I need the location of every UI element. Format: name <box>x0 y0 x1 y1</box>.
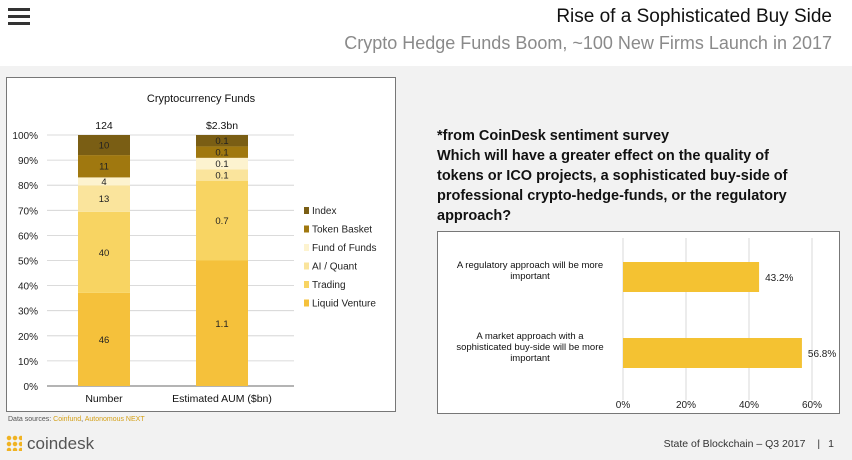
page-title: Rise of a Sophisticated Buy Side <box>556 6 832 27</box>
y-tick-label: 40% <box>18 282 38 293</box>
x-category-label: Estimated AUM ($bn) <box>172 393 272 405</box>
chart-title: Cryptocurrency Funds <box>147 93 256 105</box>
y-tick-label: 60% <box>18 231 38 242</box>
bar-data-label: 0.1 <box>215 159 228 170</box>
bar-segment <box>78 211 130 293</box>
legend-swatch <box>304 262 309 270</box>
survey-question: *from CoinDesk sentiment survey Which wi… <box>437 126 842 226</box>
bar-data-label: 10 <box>99 141 110 152</box>
survey-category-line: A regulatory approach will be more <box>457 260 603 271</box>
page-subtitle: Crypto Hedge Funds Boom, ~100 New Firms … <box>344 33 832 53</box>
source-link-coinfund[interactable]: Coinfund <box>53 416 82 423</box>
survey-bar <box>623 338 802 368</box>
survey-bar <box>623 262 760 292</box>
bar-data-label: 40 <box>99 248 110 259</box>
bar-segment <box>196 135 248 147</box>
bar-segment <box>196 146 248 158</box>
bar-data-label: 46 <box>99 335 110 346</box>
legend-label: AI / Quant <box>312 262 357 273</box>
source-link-autonomous-next[interactable]: Autonomous NEXT <box>84 416 145 423</box>
menu-icon[interactable] <box>8 8 30 26</box>
bar-segment <box>78 135 130 156</box>
survey-value-label: 43.2% <box>765 273 793 284</box>
survey-category-label: A regulatory approach will be more import… <box>457 260 603 282</box>
bar-segment <box>78 185 130 212</box>
legend-swatch <box>304 207 309 214</box>
bar-data-label: 0.1 <box>215 148 228 159</box>
survey-chart-panel: 0% 20% 40% 60% 43.2% A regulatory approach wi… <box>437 231 840 414</box>
x-tick-label: 40% <box>739 400 759 411</box>
survey-category-label: A market approach with a sophisticated bu… <box>456 331 603 364</box>
legend-label: Liquid Venture <box>312 299 376 310</box>
survey-chart: 0% 20% 40% 60% 43.2% A regulatory approach wi… <box>456 238 836 411</box>
y-tick-label: 30% <box>18 307 38 318</box>
y-tick-label: 80% <box>18 181 38 192</box>
survey-question-line: approach? <box>437 208 512 224</box>
x-tick-label: 60% <box>802 400 822 411</box>
bar-data-label: 1.1 <box>215 319 228 330</box>
bar-segment <box>196 180 248 261</box>
survey-category-line: A market approach with a <box>476 331 584 342</box>
legend-swatch <box>304 281 309 288</box>
sources-label: Data sources: <box>8 416 52 423</box>
y-tick-label: 100% <box>12 131 38 142</box>
y-tick-label: 0% <box>24 382 39 393</box>
legend-label: Index <box>312 206 336 217</box>
bar-data-label: 0.1 <box>215 136 228 147</box>
y-tick-label: 10% <box>18 357 38 368</box>
survey-source-note: *from CoinDesk sentiment survey <box>437 128 670 144</box>
survey-question-line: Which will have a greater effect on the … <box>437 148 769 164</box>
y-tick-label: 20% <box>18 332 38 343</box>
funds-chart: Cryptocurrency Funds 0% 10% 20% 30% 40% 50% 60%… <box>12 93 376 405</box>
survey-value-label: 56.8% <box>808 349 836 360</box>
coindesk-logo: coindesk <box>6 434 94 454</box>
report-title: State of Blockchain – Q3 2017 <box>663 438 806 450</box>
x-tick-label: 20% <box>676 400 696 411</box>
funds-chart-panel: Cryptocurrency Funds 0% 10% 20% 30% 40% 50% 60%… <box>6 77 396 412</box>
bar-segment <box>78 177 130 186</box>
bar-segment <box>196 157 248 170</box>
bar-total-label: 124 <box>95 120 113 132</box>
header-band <box>0 0 852 66</box>
x-tick-label: 0% <box>616 400 631 411</box>
bar-data-label: 11 <box>99 162 109 173</box>
bar-data-label: 0.7 <box>215 216 228 227</box>
footer-report: State of Blockchain – Q3 2017 | 1 <box>664 438 834 450</box>
data-sources: Data sources: Coinfund, Autonomous NEXT <box>8 416 145 423</box>
legend-label: Token Basket <box>312 225 372 236</box>
y-tick-label: 90% <box>18 156 38 167</box>
bar-segment <box>78 155 130 178</box>
bar-segment <box>196 260 248 386</box>
survey-category-line: important <box>510 271 550 282</box>
footer-separator: | <box>817 438 821 450</box>
y-tick-label: 50% <box>18 257 38 268</box>
coindesk-logo-icon <box>6 435 22 451</box>
legend-swatch <box>304 225 309 233</box>
survey-category-line: important <box>510 353 550 364</box>
bar-segment <box>78 292 130 386</box>
bar-total-label: $2.3bn <box>206 120 238 132</box>
survey-question-line: tokens or ICO projects, a sophisticated … <box>437 168 788 184</box>
page-number: 1 <box>828 438 834 450</box>
legend-swatch <box>304 299 309 307</box>
logo-text: coindesk <box>27 434 95 453</box>
bar-data-label: 0.1 <box>215 170 228 181</box>
survey-question-line: professional crypto-hedge-funds, or the … <box>437 188 787 204</box>
x-category-label: Number <box>85 393 123 405</box>
survey-category-line: sophisticated buy-side will be more <box>456 342 603 353</box>
legend-label: Trading <box>312 280 346 291</box>
legend-swatch <box>304 244 309 251</box>
bar-data-label: 4 <box>101 177 106 188</box>
bar-segment <box>196 169 248 181</box>
bar-data-label: 13 <box>99 194 110 205</box>
y-tick-label: 70% <box>18 206 38 217</box>
legend-label: Fund of Funds <box>312 243 376 254</box>
